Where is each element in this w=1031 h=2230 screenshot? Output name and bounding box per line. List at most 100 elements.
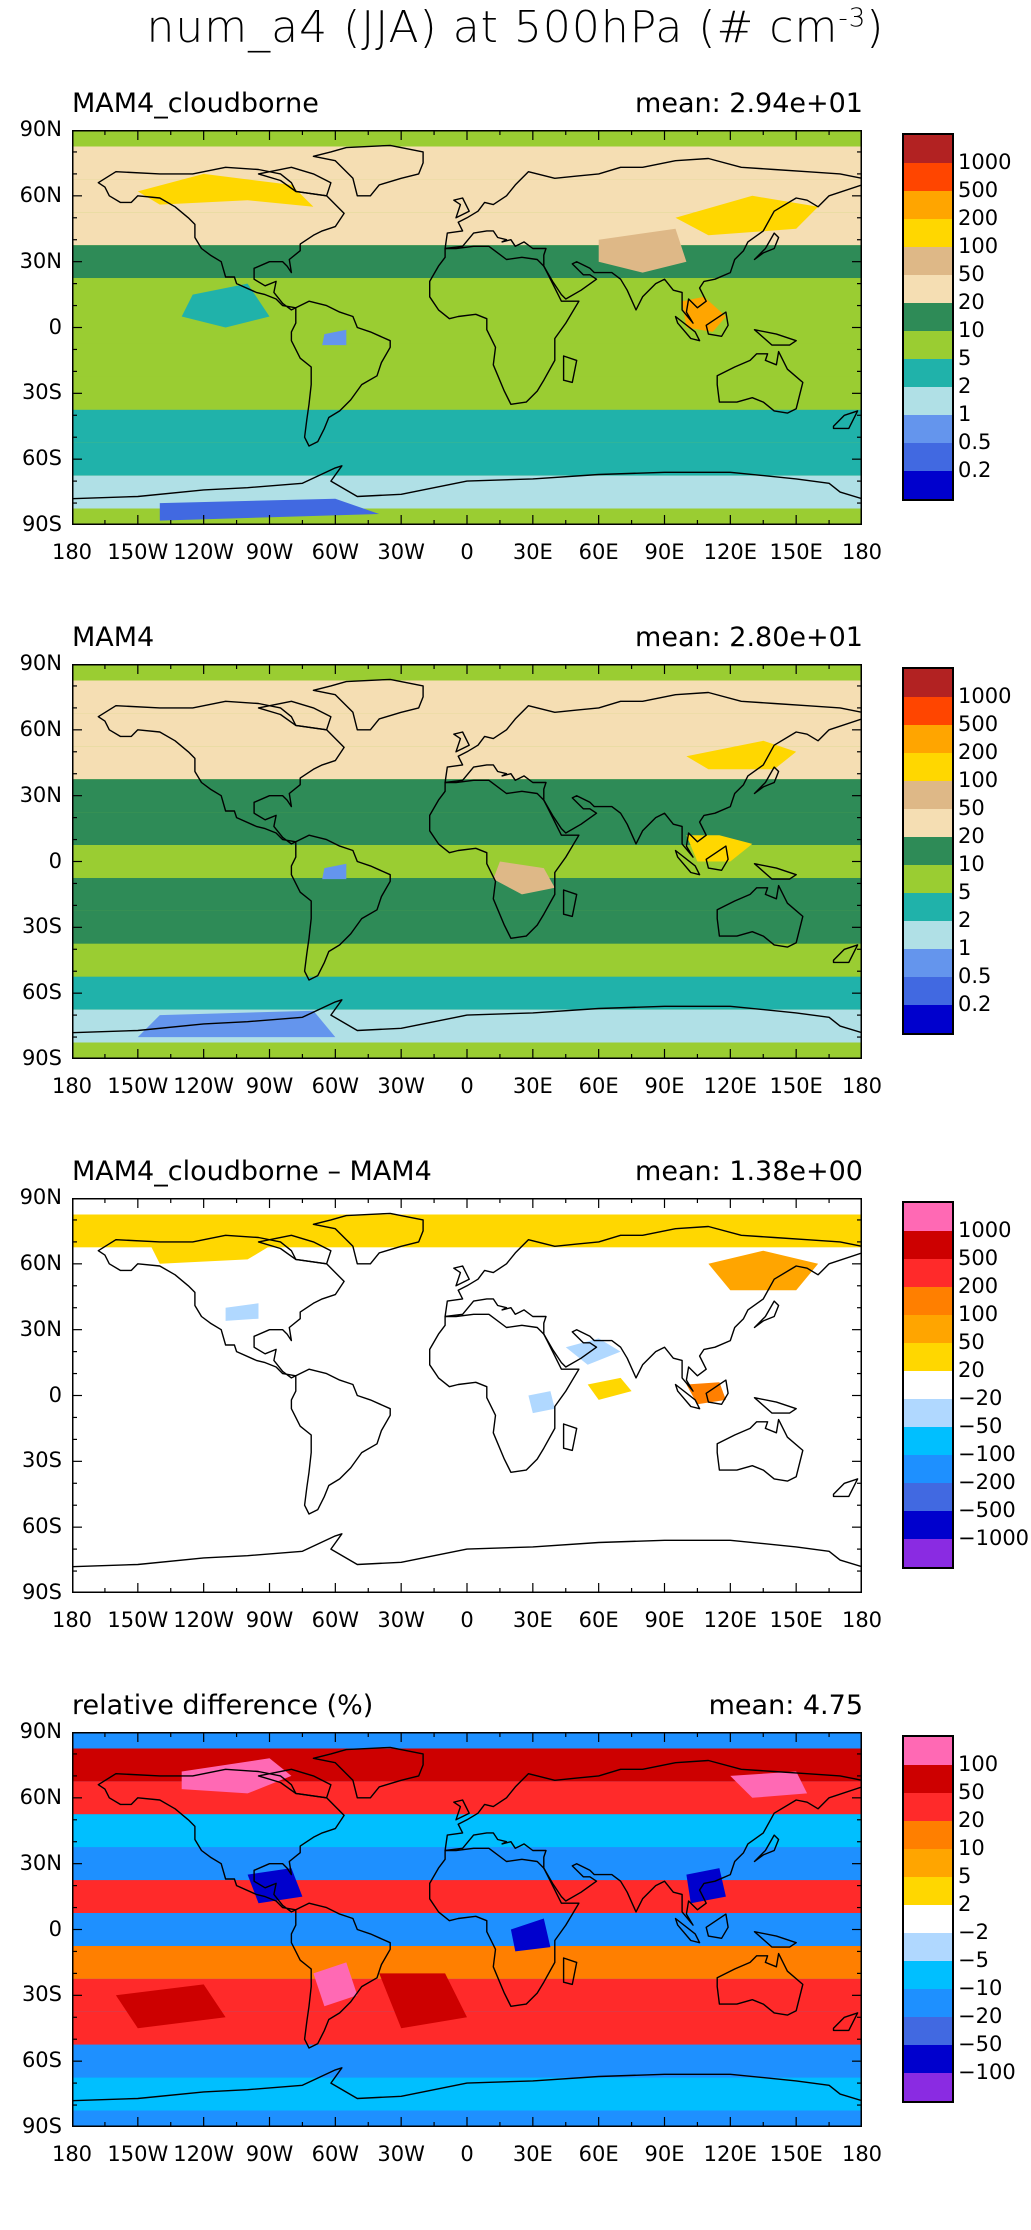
colorbar-swatch [904,697,952,725]
coastline [716,1952,804,2016]
value-region [686,1868,726,1904]
lat-tick-label: 60N [19,1250,62,1275]
colorbar-swatch [904,387,952,415]
lat-tick-label: 30N [19,1316,62,1341]
colorbar-swatch [904,837,952,865]
coastline [453,1799,470,1821]
coastline [290,1368,391,1515]
value-region [493,861,555,895]
colorbar-label: 50 [958,1780,985,1804]
panel-mam4-cloudborne: MAM4_cloudborne mean: 2.94e+01 90N 60N 30N… [0,88,1031,628]
colorbar-label: 1000 [958,684,1012,708]
value-band [72,1346,862,1379]
coastline [674,315,701,342]
lon-tick-label: 150E [769,1074,823,1098]
coastline [674,1917,701,1944]
coastline [832,944,859,964]
lon-tick-label: 180 [51,2142,93,2166]
colorbar-label: 1 [958,936,972,960]
colorbar-swatch [904,809,952,837]
colorbar-label: 5 [958,1864,972,1888]
coastline [832,1478,859,1498]
lat-tick-label: 90S [21,1046,62,1070]
value-region [730,1771,808,1798]
lon-tick-label: 180 [841,2142,883,2166]
value-band [72,943,862,977]
lon-tick-label: 30E [512,2142,553,2166]
value-region [708,1250,819,1291]
lon-tick-label: 0 [460,1608,474,1632]
coastline [705,1379,729,1406]
lat-tick-label: 30S [21,380,62,405]
coastline [562,1423,578,1452]
lon-tick-label: 30W [377,1608,425,1632]
value-region [313,1962,358,2007]
colorbar-swatch [904,1315,952,1343]
colorbar-label: −5 [958,1948,989,1972]
lon-tick-label: 60E [578,1608,619,1632]
panel-title: MAM4_cloudborne – MAM4 [72,1156,432,1187]
colorbar-swatch [904,1483,952,1511]
colorbar-swatch [904,331,952,359]
colorbar-swatch [904,275,952,303]
coastline [753,1834,780,1863]
colorbar-label: 10 [958,318,985,342]
value-band [72,680,862,714]
colorbar-label: 5 [958,346,972,370]
colorbar-label: 50 [958,262,985,286]
colorbar-swatch [904,753,952,781]
map-plot [72,664,862,1059]
colorbar-label: 100 [958,768,999,792]
lon-tick-label: 180 [841,1074,883,1098]
lat-tick-label: 60N [19,1784,62,1809]
coastline [753,862,797,880]
coastline [753,1930,797,1948]
lon-tick-label: 180 [841,540,883,564]
coastline [429,1847,580,2007]
map-plot [72,130,862,525]
colorbar-swatch [904,1427,952,1455]
colorbar-label: −50 [958,2032,1003,2056]
coastline [444,1225,862,1392]
colorbar-label: 200 [958,1274,999,1298]
lat-tick-label: 60S [21,980,62,1005]
coastline [312,678,424,731]
lon-tick-label: 150W [107,1608,169,1632]
colorbar-swatch [904,359,952,387]
colorbar-swatch [904,1343,952,1371]
lon-tick-label: 90W [245,540,294,564]
colorbar-swatch [904,1989,952,2017]
colorbar-label: 0.5 [958,430,992,454]
lat-tick-label: 90S [21,1580,62,1604]
lon-tick-label: 30E [512,1608,553,1632]
lon-tick-label: 120W [173,540,235,564]
colorbar-label: 1000 [958,1218,1012,1242]
lat-tick-label: 30N [19,248,62,273]
lon-tick-label: 60E [578,2142,619,2166]
lat-tick-label: 90S [21,2114,62,2138]
coastline [562,355,578,384]
value-region [686,740,797,770]
colorbar-swatch [904,443,952,471]
panel-difference: MAM4_cloudborne – MAM4 mean: 1.38e+00 90… [0,1156,1031,1696]
coastline [753,1396,797,1414]
coastline [753,232,780,261]
value-band [72,1379,862,1412]
coastline [453,1265,470,1287]
coastline [674,849,701,876]
lat-tick-label: 0 [48,1382,62,1407]
colorbar-swatch [904,135,952,163]
colorbar-label: 0.2 [958,992,992,1016]
colorbar-swatch [904,1933,952,1961]
value-band [72,409,862,443]
lon-tick-label: 90E [644,2142,685,2166]
panel-mean: mean: 1.38e+00 [635,1156,863,1187]
colorbar-swatch [904,2073,952,2101]
lon-tick-label: 150E [769,1608,823,1632]
lon-tick-label: 150W [107,1074,169,1098]
lat-tick-label: 90N [19,1719,62,1743]
lon-tick-label: 150W [107,2142,169,2166]
colorbar-swatch [904,977,952,1005]
colorbar [902,1201,954,1569]
lat-tick-label: 30S [21,914,62,939]
